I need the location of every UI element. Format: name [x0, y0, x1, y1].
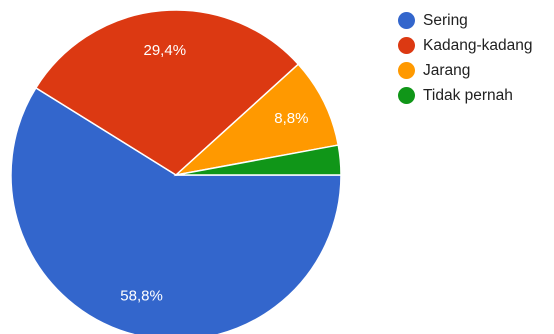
data-label-kadang-kadang: 29,4%: [144, 42, 187, 59]
data-label-sering: 58,8%: [120, 288, 163, 305]
legend-label-kadang-kadang: Kadang-kadang: [423, 36, 533, 54]
legend-label-sering: Sering: [423, 11, 468, 29]
legend-item-jarang[interactable]: Jarang: [398, 58, 532, 83]
legend-label-tidak-pernah: Tidak pernah: [423, 86, 513, 104]
chart-legend: Sering Kadang-kadang Jarang Tidak pernah: [398, 8, 532, 108]
pie-slice-tidak-pernah[interactable]: [175, 144, 342, 176]
legend-swatch-tidak-pernah: [398, 87, 415, 104]
legend-item-tidak-pernah[interactable]: Tidak pernah: [398, 83, 532, 108]
legend-swatch-kadang-kadang: [398, 37, 415, 54]
legend-swatch-jarang: [398, 62, 415, 79]
data-label-jarang: 8,8%: [274, 110, 308, 127]
pie-slices: [10, 9, 342, 334]
pie-slice-jarang[interactable]: [173, 63, 340, 177]
legend-swatch-sering: [398, 12, 415, 29]
legend-item-kadang-kadang[interactable]: Kadang-kadang: [398, 33, 532, 58]
legend-label-jarang: Jarang: [423, 61, 471, 79]
pie-data-labels: 58,8% 29,4% 8,8%: [120, 42, 308, 304]
pie-slice-kadang-kadang[interactable]: [34, 9, 300, 176]
legend-item-sering[interactable]: Sering: [398, 8, 532, 33]
